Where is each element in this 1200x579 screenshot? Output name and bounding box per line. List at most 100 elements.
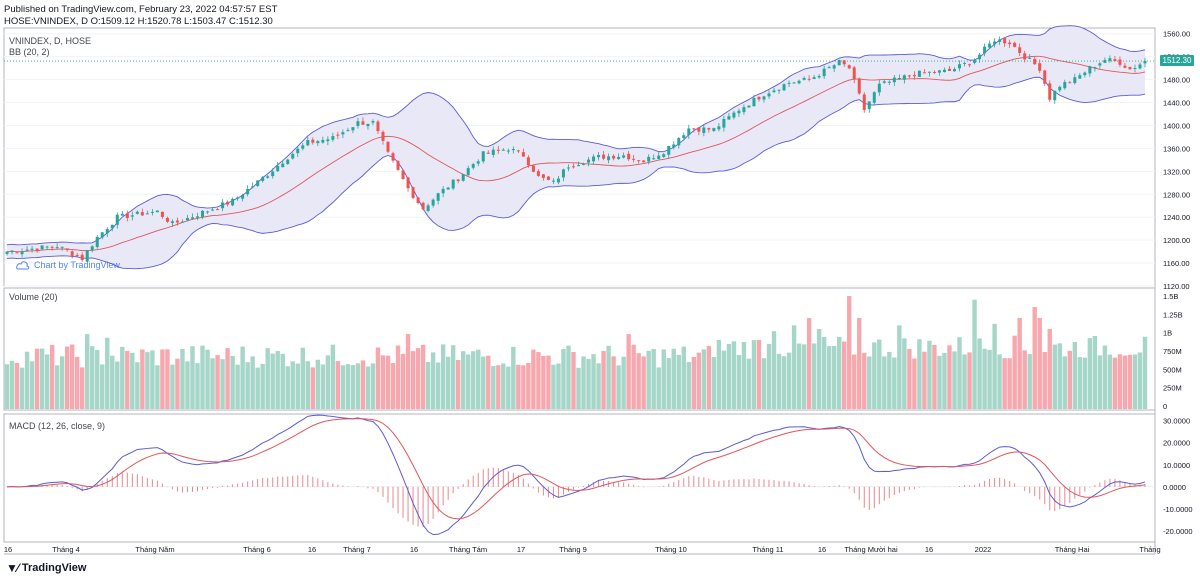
candle-body	[466, 168, 470, 176]
candle-body	[30, 248, 34, 250]
volume-bar	[997, 354, 1002, 409]
volume-bar	[957, 337, 962, 409]
volume-bar	[781, 356, 787, 409]
volume-bar	[1027, 354, 1032, 409]
volume-bar	[947, 345, 952, 409]
candle-body	[617, 156, 621, 159]
volume-bar	[9, 360, 15, 409]
volume-bar	[1052, 344, 1057, 409]
volume-bar	[811, 343, 817, 409]
volume-bar	[591, 354, 596, 409]
candle-body	[45, 246, 49, 248]
x-tick-label: Tháng	[1139, 545, 1160, 554]
volume-bar	[315, 359, 321, 409]
candle-body	[396, 161, 400, 170]
volume-bar	[476, 349, 481, 409]
y-tick-label: -20.0000	[1163, 527, 1193, 536]
candle-body	[1083, 72, 1087, 76]
volume-bar	[681, 346, 686, 409]
volume-bar	[636, 353, 641, 409]
candle-body	[822, 68, 826, 77]
candle-body	[1063, 82, 1067, 89]
candle-body	[506, 150, 510, 152]
volume-bar	[857, 318, 862, 409]
volume-bar	[746, 358, 752, 409]
volume-bar	[4, 364, 10, 409]
volume-bar	[521, 365, 526, 409]
volume-bar	[831, 345, 837, 409]
x-tick-label: 16	[818, 545, 826, 554]
candle-body	[25, 249, 29, 251]
volume-bar	[1142, 336, 1148, 409]
volume-bar	[842, 341, 847, 409]
volume-bar	[1112, 357, 1118, 409]
volume-bar	[676, 354, 681, 409]
candle-body	[150, 211, 154, 213]
brand-text: TradingView	[21, 562, 87, 574]
x-tick-label: Tháng Năm	[135, 545, 174, 554]
candle-body	[587, 159, 591, 163]
candle-body	[597, 155, 601, 158]
volume-bar	[706, 345, 712, 409]
volume-bar	[1057, 343, 1062, 409]
volume-bar	[541, 355, 546, 409]
candle-body	[772, 90, 776, 93]
candle-body	[777, 89, 781, 91]
x-tick-label: Tháng 6	[243, 545, 271, 554]
volume-bar	[631, 344, 636, 409]
y-tick-label: 1360.00	[1163, 144, 1190, 153]
volume-bar	[581, 356, 586, 409]
y-tick-label: 20.0000	[1163, 439, 1190, 448]
volume-bar	[165, 349, 170, 409]
candle-body	[737, 110, 741, 114]
volume-bar	[335, 361, 341, 409]
candle-body	[1023, 53, 1027, 60]
volume-bar	[260, 363, 265, 409]
volume-bar	[496, 365, 501, 409]
volume-label: Volume (20)	[9, 292, 58, 302]
volume-bar	[425, 361, 431, 409]
volume-bar	[516, 364, 521, 409]
footer-brand[interactable]: ▼⁄ TradingView	[6, 561, 86, 575]
candle-body	[476, 161, 480, 164]
volume-bar	[285, 366, 290, 409]
candle-body	[391, 153, 395, 161]
candle-body	[877, 83, 881, 93]
volume-bar	[245, 362, 250, 409]
volume-bar	[696, 352, 702, 409]
volume-bar	[751, 340, 757, 409]
volume-bar	[1072, 342, 1078, 409]
candle-body	[1058, 86, 1062, 91]
candle-body	[120, 213, 124, 216]
bb-lower-line	[6, 76, 1146, 270]
candle-body	[1108, 58, 1112, 61]
candle-body	[782, 84, 786, 91]
candlesticks	[5, 36, 1147, 263]
candle-body	[697, 127, 701, 132]
candle-body	[1088, 66, 1092, 74]
y-tick-label: 1200.00	[1163, 236, 1190, 245]
candle-body	[827, 67, 831, 69]
volume-bar	[400, 353, 406, 409]
candle-body	[998, 39, 1002, 42]
y-tick-label: 500M	[1163, 365, 1182, 374]
candle-body	[612, 155, 616, 159]
volume-bar	[64, 346, 70, 409]
candle-body	[932, 71, 936, 73]
candle-body	[657, 155, 661, 160]
volume-bar	[606, 345, 611, 409]
candle-body	[140, 212, 144, 216]
candle-body	[486, 152, 490, 154]
volume-bar	[897, 325, 902, 409]
x-tick-label: Tháng 7	[343, 545, 371, 554]
candle-body	[912, 75, 916, 77]
candle-body	[677, 138, 681, 146]
volume-bar	[445, 356, 451, 409]
volume-bar	[922, 351, 927, 409]
candle-body	[221, 202, 225, 209]
candle-body	[1113, 59, 1117, 62]
volume-bar	[506, 366, 511, 409]
volume-bar	[44, 354, 50, 409]
candle-body	[236, 197, 240, 199]
